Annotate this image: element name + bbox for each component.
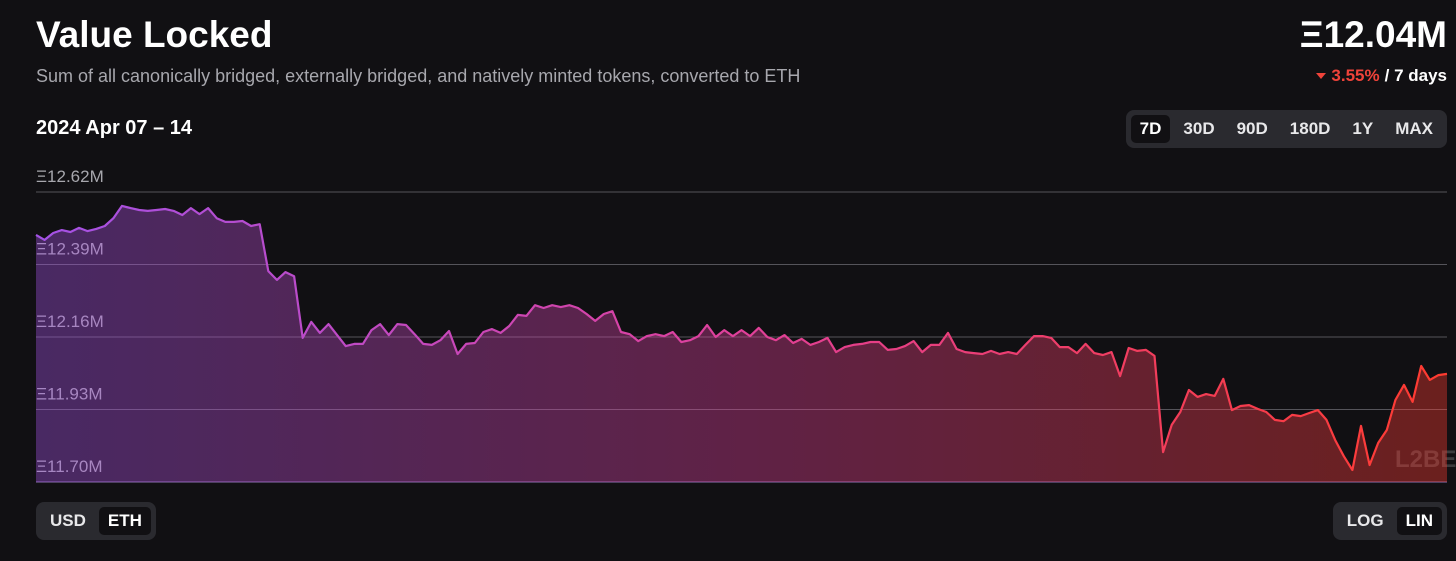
option-button[interactable]: ETH <box>98 507 151 535</box>
period: / 7 days <box>1384 66 1447 85</box>
headline-value: Ξ12.04M <box>1299 14 1447 55</box>
scale-selector: LOG LIN <box>1332 502 1447 540</box>
option-button[interactable]: USD <box>50 511 86 530</box>
range-selector: 7D 30D 90D 180D 1Y MAX <box>1125 110 1447 148</box>
option-button[interactable]: 90D <box>1236 119 1268 138</box>
title: Value Locked <box>36 14 273 55</box>
date-range: 2024 Apr 07 – 14 <box>36 117 193 139</box>
area-fill <box>36 205 1447 482</box>
option-button[interactable]: 180D <box>1289 119 1331 138</box>
y-tick-label: Ξ12.62M <box>36 167 104 186</box>
option-button[interactable]: 7D <box>1130 115 1171 143</box>
change-row: 3.55% / 7 days <box>1316 66 1447 86</box>
currency-selector: USD ETH <box>36 502 156 540</box>
option-button[interactable]: 1Y <box>1352 119 1374 138</box>
down-arrow <box>1316 73 1327 79</box>
option-button[interactable]: MAX <box>1395 119 1433 138</box>
option-button[interactable]: 30D <box>1183 119 1215 138</box>
change: 3.55% <box>1331 66 1380 85</box>
chart: Ξ12.62MΞ12.39MΞ12.16MΞ11.93MΞ11.70ML2BEA… <box>35 167 1456 483</box>
line <box>35 204 1448 472</box>
option-button[interactable]: LOG <box>1346 511 1384 530</box>
option-button[interactable]: LIN <box>1396 507 1442 535</box>
subtitle: Sum of all canonically bridged, external… <box>36 66 801 86</box>
